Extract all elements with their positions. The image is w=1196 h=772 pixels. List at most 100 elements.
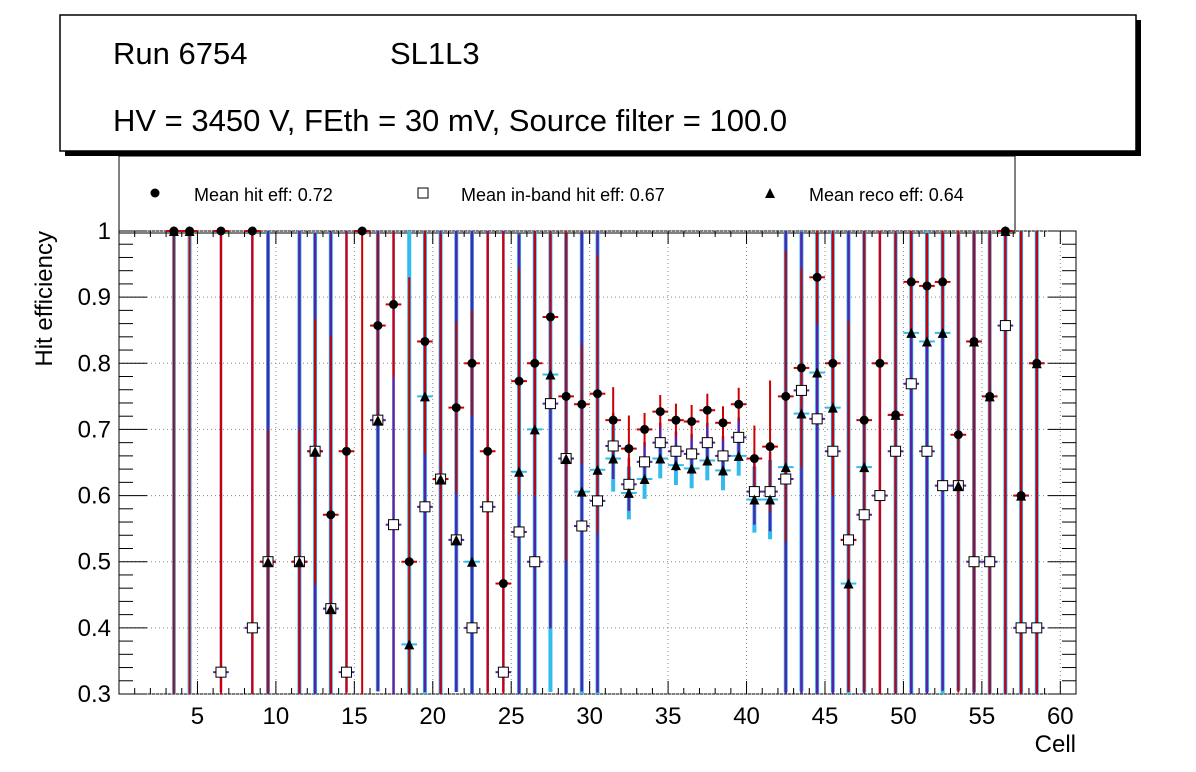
reco-eff-point <box>686 463 697 474</box>
reco-eff-point <box>859 462 870 473</box>
reco-eff-point <box>184 226 195 236</box>
reco-eff-point <box>780 462 791 473</box>
reco-eff-point <box>325 603 336 614</box>
run-label: Run 6754 <box>113 36 247 71</box>
y-tick-label: 0.7 <box>78 416 111 443</box>
inband-eff-point <box>890 445 902 457</box>
inband-eff-point <box>670 445 682 457</box>
hit-eff-point <box>781 391 791 401</box>
x-tick-label: 55 <box>969 703 996 730</box>
inband-eff-point <box>999 320 1011 332</box>
hit-eff-point <box>498 579 508 589</box>
hit-eff-point <box>828 358 838 368</box>
y-tick-label: 0.9 <box>78 284 111 311</box>
hit-eff-point <box>812 272 822 282</box>
y-tick-label: 1 <box>98 218 111 245</box>
hit-eff-point <box>655 407 665 417</box>
inband-eff-point <box>639 456 651 468</box>
reco-eff-point <box>294 556 305 567</box>
legend: Mean hit eff: 0.72 Mean in-band hit eff:… <box>118 155 1016 234</box>
inband-eff-point <box>482 501 494 513</box>
y-axis-label: Hit efficiency <box>31 231 58 367</box>
hit-eff-point <box>875 358 885 368</box>
inband-eff-point <box>843 534 855 546</box>
hit-eff-point <box>373 321 383 331</box>
hit-eff-point <box>483 446 493 456</box>
y-tick-label: 0.3 <box>78 681 111 708</box>
hit-eff-point <box>608 415 618 425</box>
reco-eff-point <box>514 466 525 477</box>
inband-eff-point <box>529 556 541 568</box>
hit-eff-point <box>953 430 963 440</box>
hit-eff-point <box>341 446 351 456</box>
inband-eff-point <box>623 478 635 490</box>
reco-eff-point <box>765 494 776 505</box>
reco-eff-point <box>592 464 603 475</box>
inband-eff-point <box>717 450 729 462</box>
x-tick-label: 20 <box>419 703 446 730</box>
inband-eff-point <box>607 440 619 452</box>
reco-eff-point <box>890 409 901 420</box>
inband-eff-point <box>513 526 525 538</box>
hit-eff-point <box>404 557 414 567</box>
inband-eff-point <box>795 384 807 396</box>
inband-eff-point <box>686 448 698 460</box>
reco-eff-point <box>466 556 477 567</box>
inband-eff-point <box>1015 622 1027 634</box>
inband-eff-point <box>827 445 839 457</box>
inband-eff-point <box>811 413 823 425</box>
header-box: Run 6754 SL1L3 HV = 3450 V, FEth = 30 mV… <box>59 14 1141 156</box>
reco-eff-point <box>827 402 838 413</box>
inband-eff-point <box>701 437 713 449</box>
x-tick-label: 5 <box>191 703 204 730</box>
y-tick-label: 0.8 <box>78 350 111 377</box>
hit-eff-point <box>687 416 697 426</box>
hit-eff-point <box>577 399 587 409</box>
reco-eff-point <box>921 336 932 347</box>
inband-eff-point <box>654 437 666 449</box>
inband-eff-point <box>874 490 886 502</box>
hit-eff-point <box>922 281 932 291</box>
legend-hit-label: Mean hit eff: 0.72 <box>194 185 333 205</box>
hit-eff-point <box>467 358 477 368</box>
x-tick-label: 60 <box>1047 703 1074 730</box>
axes-layer: 5 10 15 20 25 30 35 40 45 50 55 60 0.3 0.4 0.5 0.6 0.7 0.… <box>78 218 1077 730</box>
reco-eff-point <box>310 446 321 457</box>
inband-eff-point <box>466 622 478 634</box>
reco-eff-point <box>435 474 446 485</box>
reco-eff-point <box>451 534 462 545</box>
y-tick-label: 0.4 <box>78 615 111 642</box>
inband-eff-point <box>921 445 933 457</box>
hit-eff-point <box>859 415 869 425</box>
hit-eff-point <box>451 403 461 413</box>
data-layer <box>166 226 1045 694</box>
conditions-label: HV = 3450 V, FEth = 30 mV, Source filter… <box>113 103 787 138</box>
x-tick-label: 15 <box>341 703 368 730</box>
inband-eff-point <box>905 378 917 390</box>
legend-inband-label: Mean in-band hit eff: 0.67 <box>461 185 665 205</box>
inband-eff-point <box>544 398 556 410</box>
inband-eff-point <box>780 473 792 485</box>
y-tick-label: 0.6 <box>78 483 111 510</box>
reco-eff-point <box>639 474 650 485</box>
legend-reco-label: Mean reco eff: 0.64 <box>809 185 964 205</box>
reco-eff-point <box>1016 490 1027 501</box>
reco-eff-point <box>984 391 995 402</box>
reco-eff-point <box>623 487 634 498</box>
hit-eff-point <box>357 226 367 236</box>
inband-eff-point <box>984 556 996 568</box>
reco-eff-point <box>937 327 948 338</box>
hit-eff-point <box>216 226 226 236</box>
hit-eff-point <box>796 363 806 373</box>
legend-hit-marker <box>150 188 160 198</box>
inband-eff-point <box>246 622 258 634</box>
reco-eff-point <box>670 460 681 471</box>
reco-eff-point <box>561 453 572 464</box>
inband-eff-point <box>733 431 745 443</box>
hit-eff-point <box>640 424 650 434</box>
hit-eff-point <box>530 358 540 368</box>
hit-eff-point <box>545 312 555 322</box>
inband-eff-point <box>215 666 227 678</box>
reco-eff-point <box>608 453 619 464</box>
